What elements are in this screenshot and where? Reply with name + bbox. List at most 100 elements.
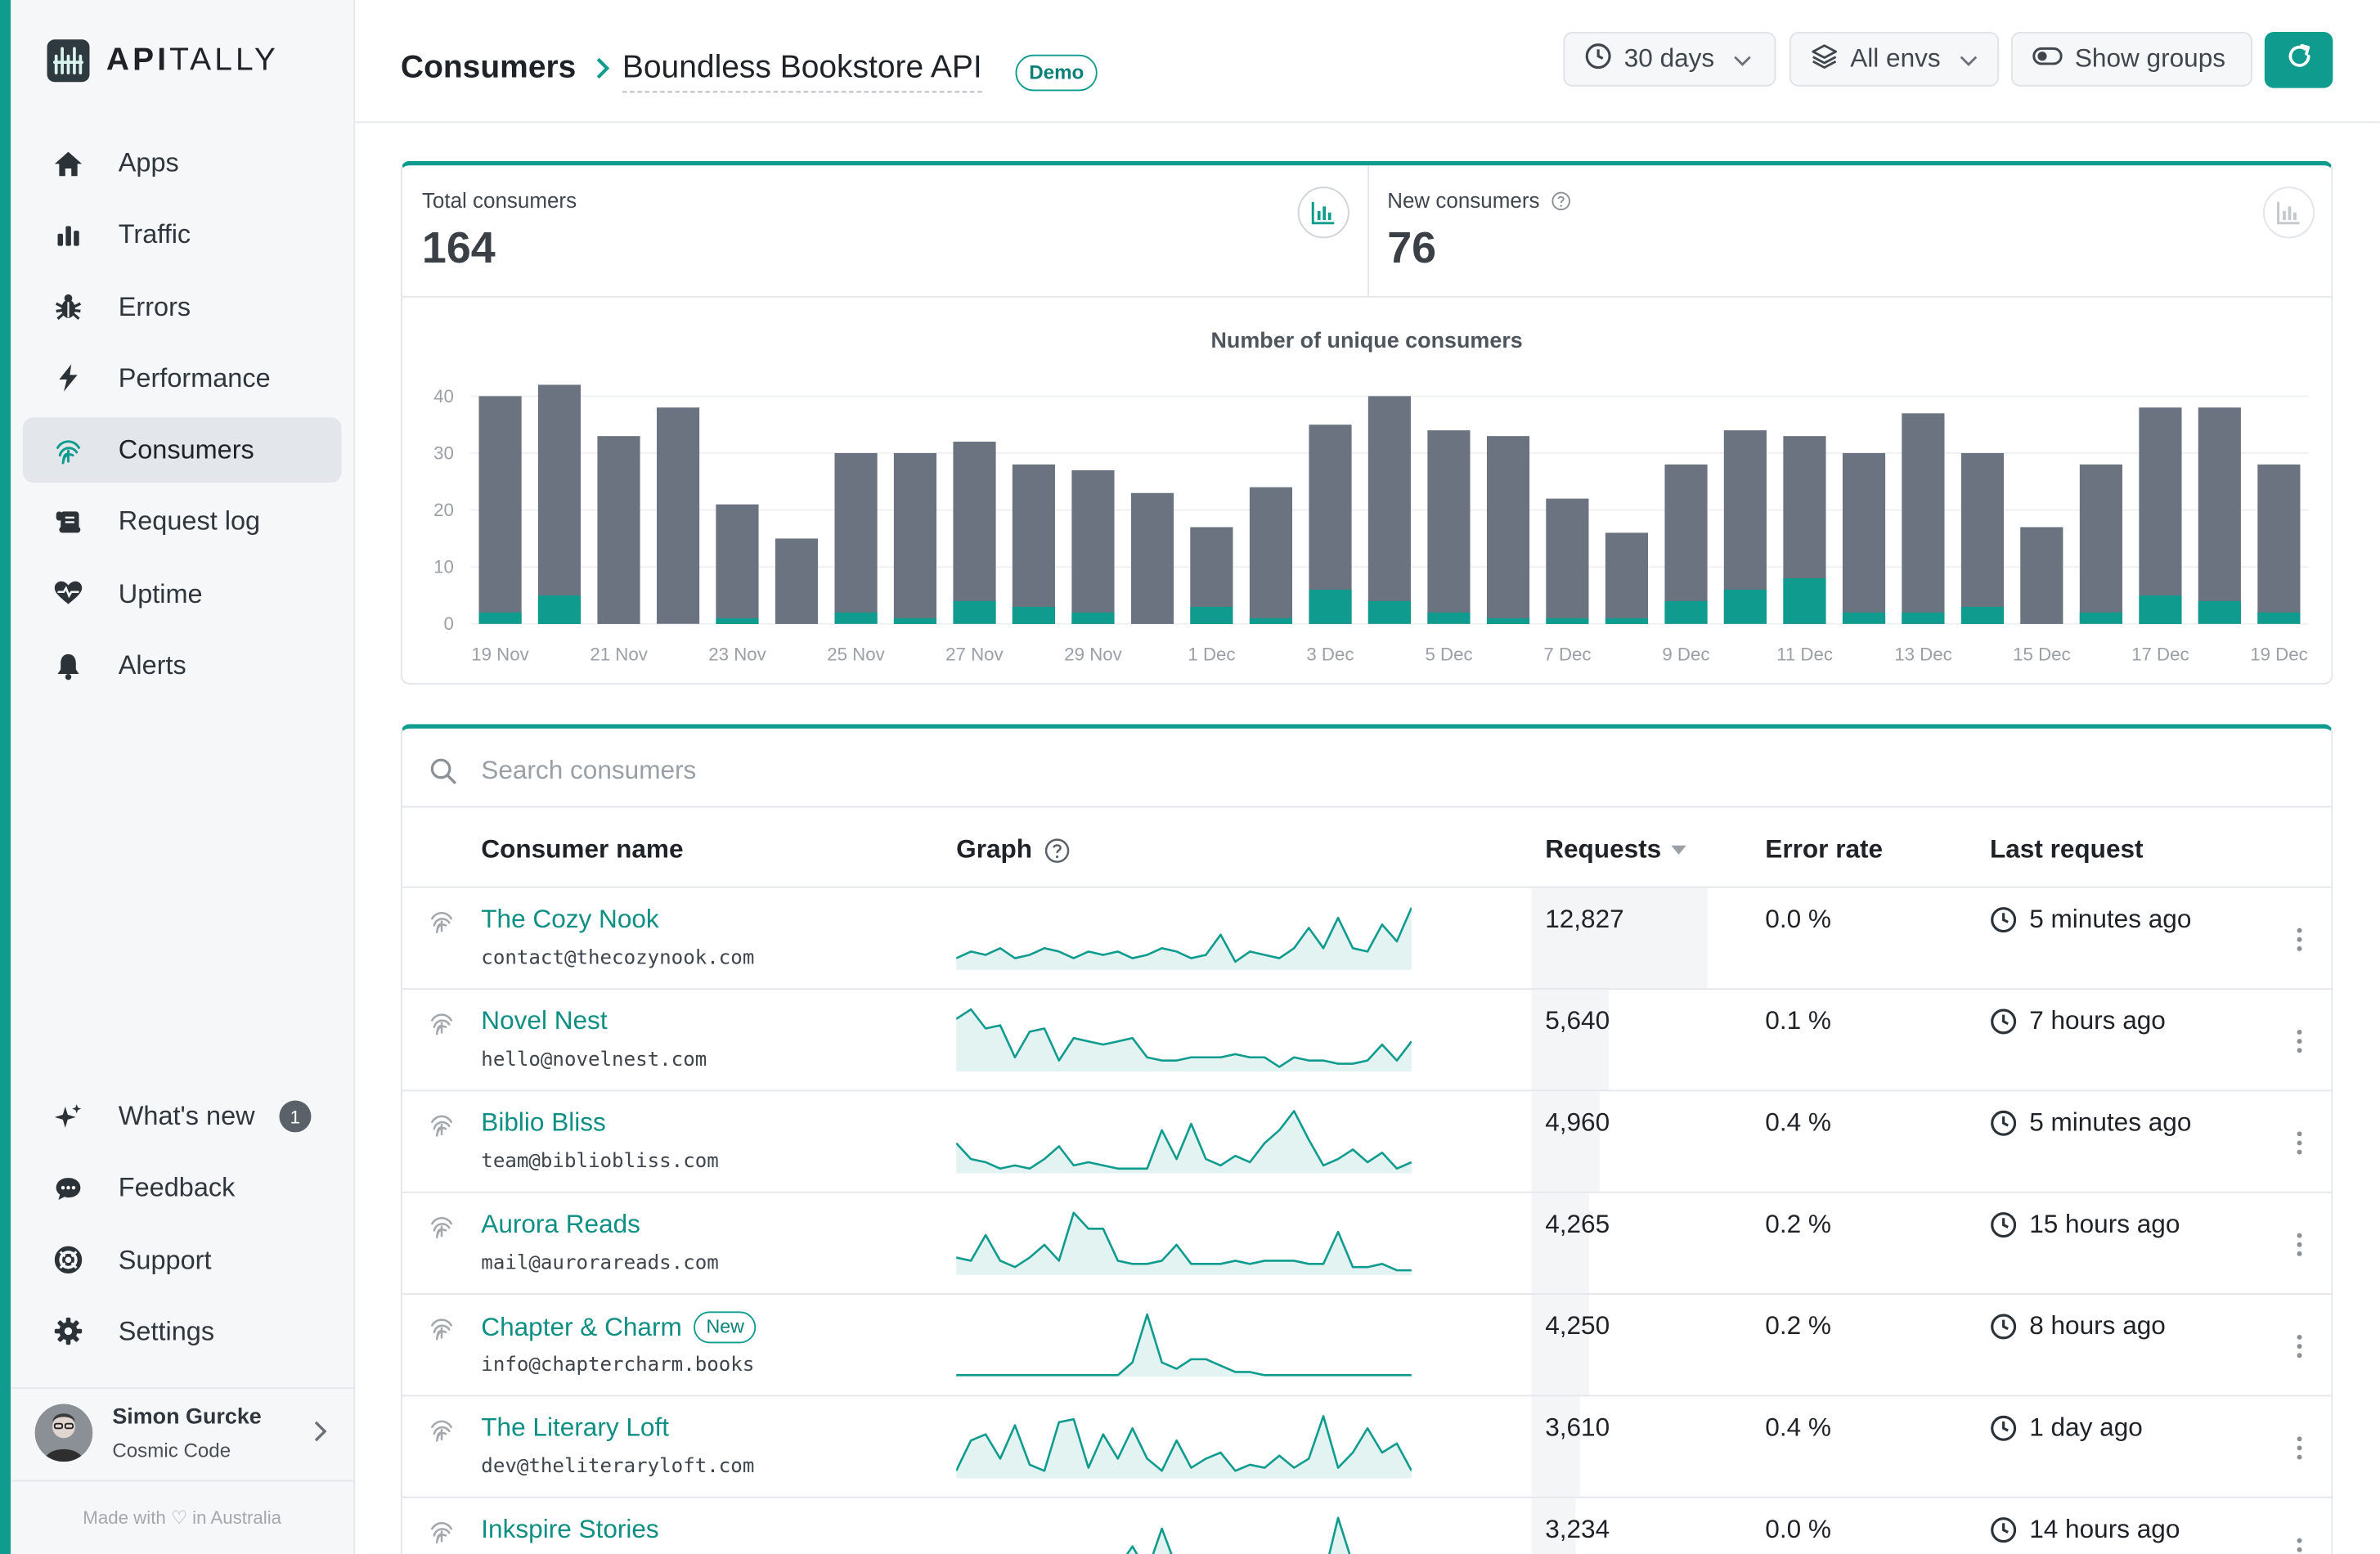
fingerprint-icon [428, 1416, 455, 1451]
new-consumers-stat: New consumers 76 [1367, 165, 2331, 296]
table-row[interactable]: Biblio Bliss team@bibliobliss.com 4,960 0.4… [402, 1089, 2332, 1192]
table-row[interactable]: The Literary Loft dev@theliteraryloft.com… [402, 1395, 2332, 1498]
requests-share-bar [1531, 1294, 1590, 1395]
consumer-name-link[interactable]: Chapter & Charm New [481, 1311, 757, 1344]
requests-value: 3,234 [1545, 1515, 1610, 1544]
row-menu-icon[interactable] [2297, 1436, 2302, 1468]
requests-value: 3,610 [1545, 1413, 1610, 1443]
sidebar-item-apps[interactable]: Apps [23, 131, 342, 196]
sparkline-line [956, 1211, 1412, 1272]
table-row[interactable]: Chapter & Charm New info@chaptercharm.book… [402, 1293, 2332, 1396]
consumer-sparkline [956, 1211, 1412, 1275]
error-rate-value: 0.2 % [1765, 1210, 1831, 1239]
consumer-email: dev@theliteraryloft.com [481, 1455, 755, 1479]
help-icon[interactable] [1044, 837, 1071, 863]
bar-new [1960, 606, 2005, 624]
table-row[interactable]: Aurora Reads mail@aurorareads.com 4,265 0.2… [402, 1191, 2332, 1295]
consumer-sparkline [956, 1415, 1412, 1479]
bar-total [1249, 487, 1293, 624]
consumer-name-link[interactable]: Biblio Bliss [481, 1108, 606, 1139]
table-row[interactable]: The Cozy Nook contact@thecozynook.com 12,8… [402, 886, 2332, 990]
user-menu[interactable]: Simon Gurcke Cosmic Code [10, 1387, 354, 1482]
bar-new [1546, 618, 1589, 624]
sidebar-nav: Apps Traffic Errors Performance Consumer… [22, 131, 342, 705]
total-consumers-stat: Total consumers 164 [402, 165, 1369, 296]
sparkline-line [956, 907, 1412, 963]
sidebar-item-whats-new[interactable]: What's new 1 [23, 1084, 342, 1149]
consumer-name-link[interactable]: Aurora Reads [481, 1210, 640, 1240]
requests-value: 4,960 [1545, 1107, 1610, 1137]
bar-new [537, 595, 582, 624]
row-menu-icon[interactable] [2297, 1131, 2302, 1163]
sparkline-line [956, 1313, 1412, 1377]
sidebar-item-label: Consumers [118, 434, 254, 465]
environment-select[interactable]: All envs [1789, 31, 2000, 87]
sidebar-item-settings[interactable]: Settings [23, 1299, 342, 1364]
bug-icon [53, 291, 83, 321]
table-row[interactable]: Novel Nest hello@novelnest.com 5,640 0.1 % 7… [402, 988, 2332, 1091]
chart-toggle-icon[interactable] [1297, 186, 1349, 239]
sidebar-item-alerts[interactable]: Alerts [23, 633, 342, 698]
bar-new [2198, 600, 2241, 624]
consumer-sparkline [956, 907, 1412, 970]
help-icon[interactable] [1551, 191, 1571, 210]
last-request: 5 minutes ago [1990, 905, 2191, 935]
sidebar-item-uptime[interactable]: Uptime [23, 561, 342, 627]
consumer-sparkline [1125, 1516, 1351, 1554]
bar-total [775, 538, 819, 624]
consumer-name-link[interactable]: Novel Nest [481, 1006, 607, 1036]
refresh-button[interactable] [2264, 31, 2333, 88]
sidebar-item-feedback[interactable]: Feedback [23, 1156, 342, 1221]
sparkline-line [1125, 1516, 1351, 1554]
requests-share-bar [1531, 989, 1610, 1090]
column-header-name[interactable]: Consumer name [481, 834, 684, 864]
search-consumers-input[interactable] [478, 747, 1395, 796]
layers-icon [1811, 42, 1838, 77]
column-header-last-request[interactable]: Last request [1989, 834, 2144, 864]
sidebar-item-errors[interactable]: Errors [23, 274, 342, 339]
column-header-error-rate[interactable]: Error rate [1765, 834, 1884, 864]
row-menu-icon[interactable] [2297, 1233, 2302, 1264]
bar-total [597, 436, 640, 624]
row-menu-icon[interactable] [2297, 1538, 2302, 1554]
last-request: 5 minutes ago [1990, 1108, 2191, 1139]
column-header-requests-wrap[interactable]: Requests [1545, 835, 1686, 865]
error-rate-value: 0.0 % [1765, 1515, 1831, 1544]
sparkline-area [956, 1009, 1412, 1072]
consumer-sparkline [956, 1110, 1412, 1174]
sidebar-item-performance[interactable]: Performance [23, 346, 342, 411]
bar-total [1130, 492, 1174, 624]
sidebar-item-support[interactable]: Support [23, 1228, 342, 1293]
bar-new [1902, 612, 1945, 624]
table-row[interactable]: Inkspire Stories 3,234 0.0 % 14 hours ago [402, 1496, 2332, 1554]
x-tick-label: 7 Dec [1543, 644, 1591, 664]
logo[interactable]: APITALLY [47, 39, 279, 83]
consumer-name: Aurora Reads [481, 1210, 640, 1239]
bar-total [657, 407, 700, 624]
x-tick-label: 29 Nov [1064, 644, 1122, 664]
consumer-name-link[interactable]: The Cozy Nook [481, 905, 658, 935]
row-menu-icon[interactable] [2297, 927, 2302, 959]
toggle-icon [2032, 44, 2063, 74]
logo-text: APITALLY [106, 42, 279, 78]
new-badge: New [694, 1311, 757, 1344]
chart-toggle-icon[interactable] [2262, 186, 2315, 239]
breadcrumb-consumers[interactable]: Consumers [400, 50, 577, 85]
sidebar-item-consumers[interactable]: Consumers [22, 417, 342, 483]
y-tick-label: 10 [433, 557, 454, 577]
sidebar-item-traffic[interactable]: Traffic [23, 202, 342, 267]
show-groups-toggle[interactable]: Show groups [2010, 31, 2253, 87]
row-menu-icon[interactable] [2297, 1029, 2302, 1061]
consumer-name-link[interactable]: The Literary Loft [481, 1413, 669, 1444]
column-header-requests: Requests [1545, 834, 1662, 864]
consumer-name-link[interactable]: Inkspire Stories [481, 1515, 658, 1545]
period-select[interactable]: 30 days [1563, 31, 1776, 87]
error-rate-value: 0.4 % [1765, 1107, 1831, 1137]
row-menu-icon[interactable] [2297, 1334, 2302, 1366]
sidebar-item-request-log[interactable]: Request log [23, 489, 342, 555]
bar-total [2198, 407, 2241, 624]
breadcrumb-app-selector[interactable]: Boundless Bookstore API [622, 50, 982, 93]
home-icon [53, 148, 83, 178]
chart-title: Number of unique consumers [1210, 329, 1523, 354]
fingerprint-icon [428, 1111, 455, 1146]
